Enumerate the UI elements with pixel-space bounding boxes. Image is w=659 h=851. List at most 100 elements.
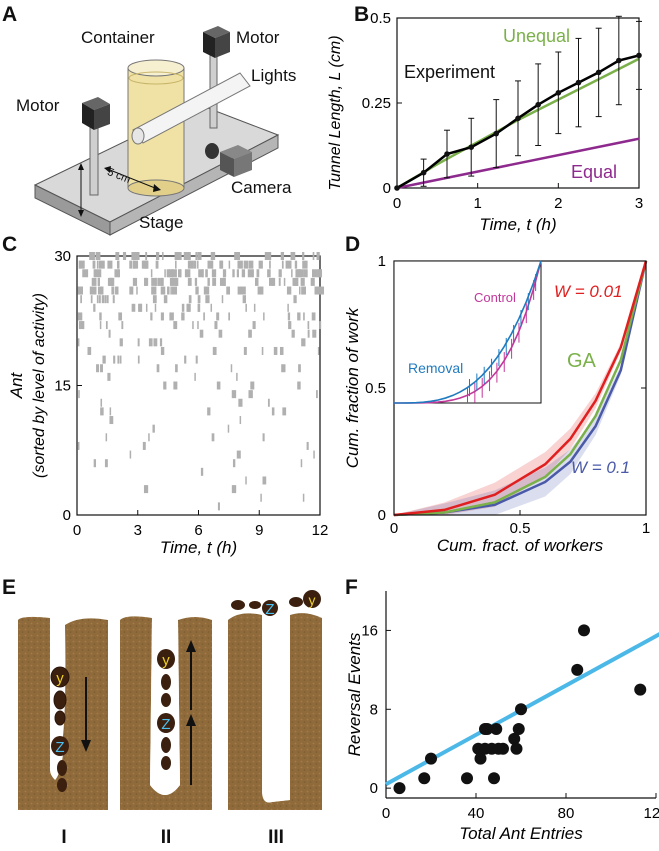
activity-bout — [113, 355, 116, 364]
activity-bout — [181, 303, 185, 312]
activity-bout — [262, 433, 265, 442]
activity-bout — [132, 260, 136, 269]
activity-bout — [212, 277, 217, 286]
activity-bout — [166, 269, 171, 278]
activity-bout — [232, 269, 235, 278]
activity-bout — [289, 286, 292, 295]
activity-bout — [214, 321, 218, 330]
activity-bout — [118, 312, 123, 321]
activity-bout — [316, 390, 318, 399]
activity-bout — [115, 252, 120, 260]
activity-bout — [199, 329, 204, 338]
activity-bout — [154, 277, 157, 286]
activity-bout — [281, 260, 284, 269]
activity-bout — [197, 260, 199, 269]
data-point-f — [488, 772, 500, 785]
activity-bout — [250, 381, 255, 390]
activity-bout — [153, 338, 158, 347]
activity-bout — [213, 346, 216, 355]
y-tick-label-f: 0 — [370, 780, 378, 797]
activity-bout — [236, 269, 239, 278]
activity-bout — [319, 321, 322, 330]
y-tick-label-b: 0.5 — [370, 10, 391, 27]
activity-bout — [77, 338, 80, 347]
x-tick-label-d: 1 — [642, 520, 650, 537]
y-tick-label-f: 8 — [370, 701, 378, 718]
activity-bout — [285, 260, 292, 269]
activity-bout — [90, 295, 93, 304]
y-tick-label-d: 0.5 — [365, 380, 386, 397]
activity-bout — [134, 252, 140, 260]
activity-bout — [205, 295, 210, 304]
activity-bout — [245, 303, 247, 312]
activity-bout — [243, 346, 247, 355]
activity-bout — [313, 450, 315, 459]
activity-bout — [195, 286, 199, 295]
data-point-experiment — [420, 169, 427, 176]
activity-bout — [164, 269, 166, 278]
activity-bout — [247, 269, 253, 278]
activity-bout — [177, 252, 182, 260]
activity-bout — [82, 321, 85, 330]
activity-bout — [109, 277, 114, 286]
activity-bout — [291, 269, 293, 278]
ant-label-z-one: Z — [55, 739, 64, 756]
annotation-w-large: W = 0.1 — [571, 458, 630, 477]
activity-bout — [222, 269, 227, 278]
y-axis-label-f: Reversal Events — [345, 632, 364, 756]
activity-bout — [162, 286, 166, 295]
activity-bout — [291, 329, 295, 338]
tunnel-scenes-illustration: y Z y Z Z y I II III — [18, 590, 322, 848]
activity-bout — [102, 355, 106, 364]
activity-bout — [248, 329, 252, 338]
activity-bout — [181, 312, 185, 321]
panel-letter-d: D — [345, 233, 361, 256]
activity-bout — [99, 286, 102, 295]
data-point-f — [634, 683, 647, 696]
activity-bout — [239, 286, 246, 295]
activity-bout — [152, 286, 157, 295]
x-tick-label-f: 120 — [643, 805, 659, 822]
activity-bout — [144, 277, 149, 286]
activity-bout — [219, 260, 224, 269]
activity-bout — [295, 269, 300, 278]
activity-bout — [307, 321, 310, 330]
activity-bout — [267, 269, 271, 278]
x-axis-label-c: Time, t (h) — [160, 538, 237, 557]
activity-bout — [117, 355, 120, 364]
legend-label-unequal: Unequal — [503, 26, 570, 46]
data-point-f — [461, 772, 473, 785]
right-motor-icon — [203, 26, 230, 58]
left-motor-rod — [89, 124, 99, 196]
activity-bout — [101, 286, 103, 295]
activity-bout — [253, 303, 256, 312]
activity-bout — [105, 433, 108, 442]
activity-bout — [173, 321, 178, 330]
activity-bout — [184, 252, 191, 260]
activity-bout — [121, 321, 124, 330]
ant-y-scene-one — [50, 666, 70, 726]
activity-bout — [226, 286, 231, 295]
activity-bout — [93, 303, 96, 312]
activity-bout — [95, 269, 102, 278]
activity-bout — [78, 390, 80, 399]
y-axis-label-d: Cum. fraction of work — [343, 306, 362, 468]
activity-bout — [259, 286, 264, 295]
activity-bout — [92, 260, 96, 269]
data-point-f — [490, 723, 503, 735]
activity-bout — [77, 286, 83, 295]
activity-bout — [195, 355, 198, 364]
activity-bout — [254, 277, 259, 286]
activity-bout — [187, 260, 194, 269]
activity-bout — [194, 372, 196, 381]
activity-bout — [195, 252, 198, 260]
x-tick-label-f: 0 — [382, 805, 390, 822]
activity-bout — [100, 398, 103, 407]
activity-bout — [278, 277, 281, 286]
panel-letter-c: C — [2, 233, 18, 256]
plot-frame-c — [76, 255, 321, 516]
activity-bout — [109, 416, 114, 425]
activity-bout — [248, 260, 254, 269]
activity-bout — [300, 277, 305, 286]
activity-bout — [108, 329, 111, 338]
